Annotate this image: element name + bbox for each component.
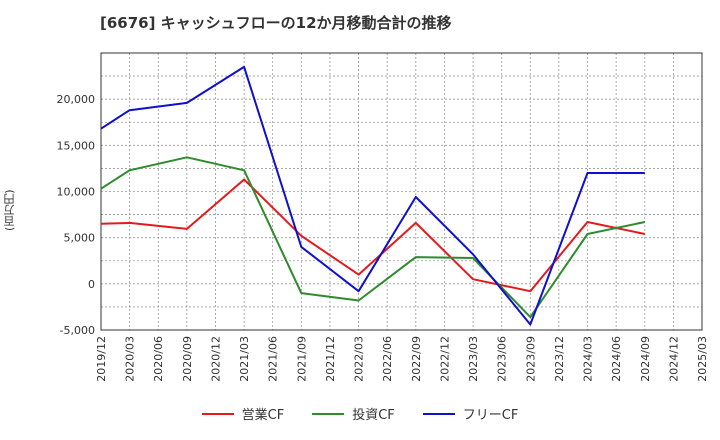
x-tick-label: 2023/09 — [524, 336, 537, 382]
y-tick-label: 5,000 — [64, 232, 96, 245]
y-tick-label: 0 — [88, 278, 95, 291]
x-tick-label: 2022/09 — [410, 336, 423, 382]
x-tick-label: 2022/12 — [438, 336, 451, 382]
x-tick-label: 2021/03 — [238, 336, 251, 382]
legend-item: フリーCF — [422, 404, 519, 423]
legend-label: 営業CF — [241, 408, 285, 423]
x-tick-label: 2023/12 — [553, 336, 566, 382]
y-tick-label: -5,000 — [60, 324, 95, 337]
x-tick-label: 2024/12 — [667, 336, 680, 382]
x-tick-label: 2019/12 — [95, 336, 108, 382]
series-line — [100, 178, 646, 293]
x-tick-label: 2021/09 — [295, 336, 308, 382]
x-tick-label: 2025/03 — [696, 336, 709, 382]
x-tick-label: 2024/09 — [639, 336, 652, 382]
x-tick-label: 2024/03 — [582, 336, 595, 382]
x-tick-label: 2022/06 — [381, 336, 394, 382]
legend-swatch — [422, 412, 455, 415]
legend-label: フリーCF — [462, 408, 519, 423]
legend-item: 営業CF — [201, 404, 285, 423]
legend-label: 投資CF — [352, 408, 395, 423]
x-tick-label: 2021/12 — [324, 336, 337, 382]
legend-swatch — [312, 412, 345, 415]
series-line — [100, 156, 646, 319]
y-tick-label: 20,000 — [57, 93, 96, 106]
x-tick-label: 2020/06 — [152, 336, 165, 382]
series-line — [100, 65, 645, 326]
x-tick-label: 2020/12 — [209, 336, 222, 382]
x-tick-label: 2023/03 — [467, 336, 480, 382]
x-tick-label: 2021/06 — [267, 336, 280, 382]
x-tick-label: 2022/03 — [353, 336, 366, 382]
plot-frame — [100, 52, 703, 331]
x-tick-label: 2024/06 — [610, 336, 623, 382]
legend-swatch — [201, 412, 234, 415]
x-tick-label: 2023/06 — [496, 336, 509, 382]
x-tick-label: 2020/03 — [124, 336, 137, 382]
y-tick-label: 10,000 — [57, 186, 96, 199]
legend-item: 投資CF — [312, 404, 395, 423]
chart-title: [6676] キャッシュフローの12か月移動合計の推移 — [100, 14, 452, 32]
x-tick-label: 2020/09 — [181, 336, 194, 382]
legend: 営業CF 投資CF フリーCF — [0, 404, 720, 423]
y-tick-label: 15,000 — [57, 139, 96, 152]
